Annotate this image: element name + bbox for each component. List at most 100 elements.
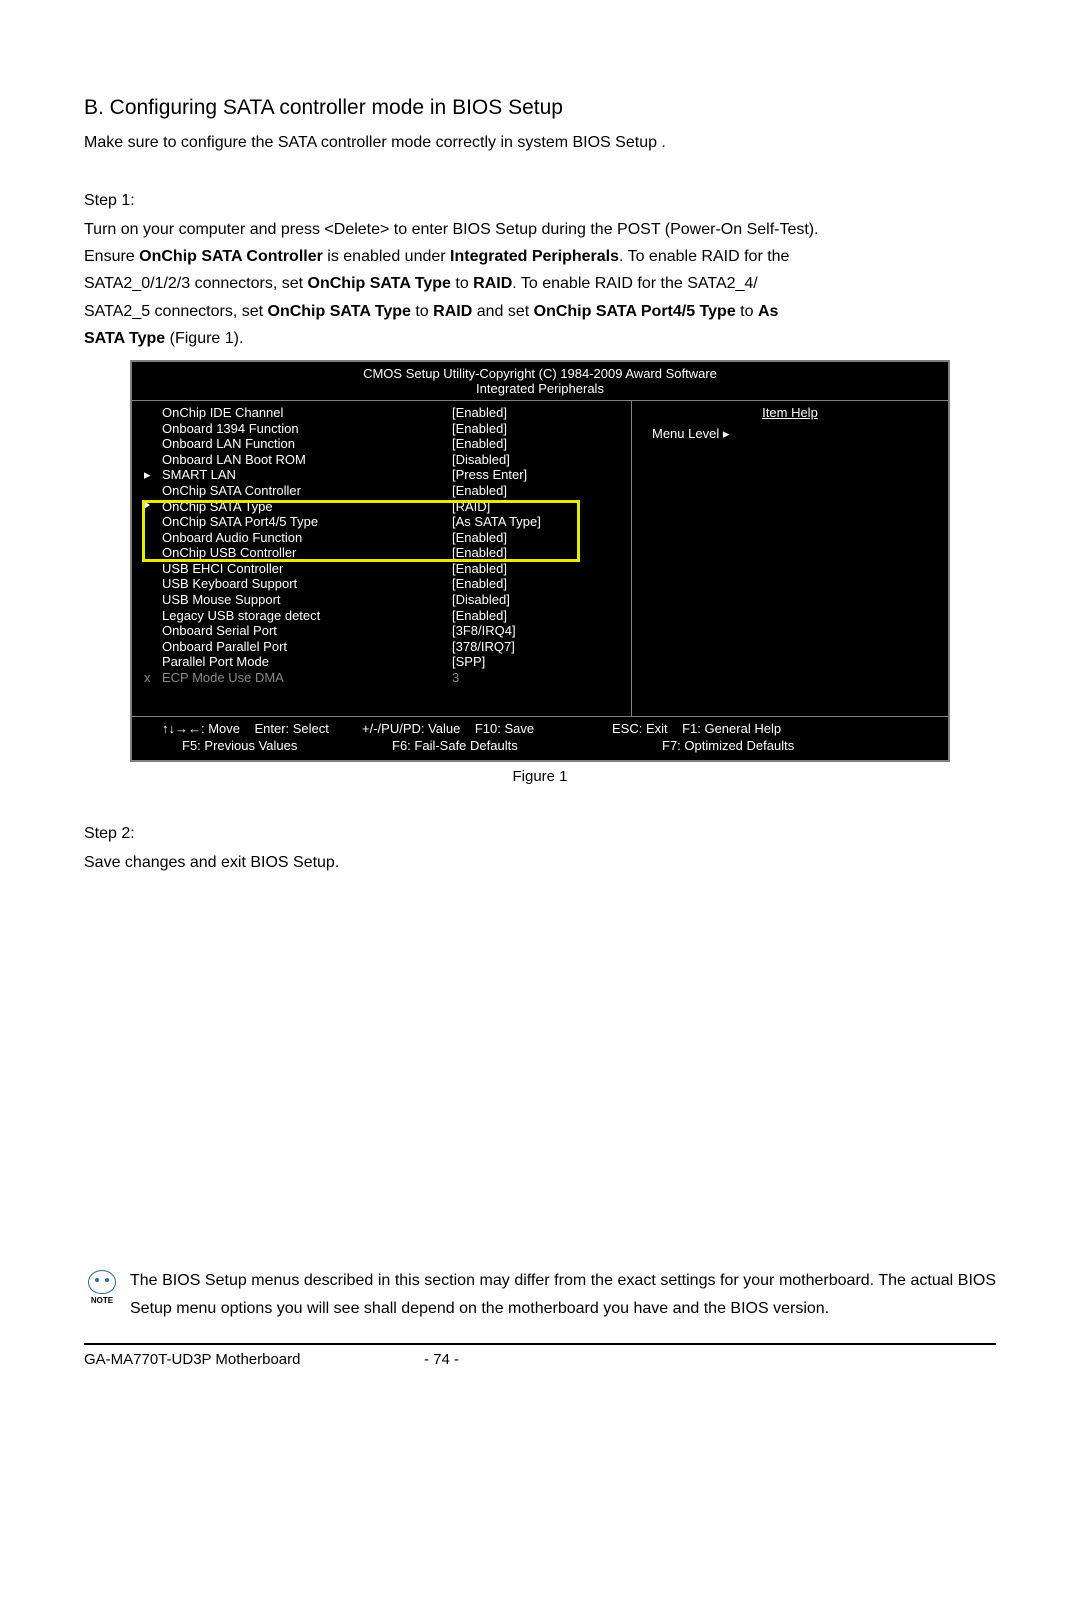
bios-row-value: [Enabled]: [452, 421, 619, 437]
bios-row-value: [Press Enter]: [452, 467, 619, 483]
bios-right-panel: Item Help Menu Level ▸: [632, 401, 948, 716]
step-2: Step 2: Save changes and exit BIOS Setup…: [84, 825, 996, 876]
bios-main: OnChip IDE Channel[Enabled]Onboard 1394 …: [132, 400, 948, 717]
chevron-right-icon: ▸: [723, 426, 730, 441]
bios-title: CMOS Setup Utility-Copyright (C) 1984-20…: [132, 362, 948, 381]
text: SATA2_0/1/2/3 connectors, set: [84, 275, 308, 292]
text: Turn on your computer and press <Delete>…: [84, 221, 819, 238]
step-1-label: Step 1:: [84, 192, 996, 210]
bios-row-value: [Enabled]: [452, 576, 619, 592]
footer-model: GA-MA770T-UD3P Motherboard: [84, 1351, 424, 1368]
footer-cell: ESC: Exit F1: General Help: [612, 721, 936, 738]
item-help-header: Item Help: [644, 405, 936, 424]
bios-row: Onboard 1394 Function[Enabled]: [162, 421, 619, 437]
bios-row-label: Onboard 1394 Function: [162, 421, 452, 437]
text: . To enable RAID for the SATA2_4/: [512, 275, 757, 292]
text: is enabled under: [323, 248, 450, 265]
bios-row-label: Parallel Port Mode: [162, 654, 452, 670]
step-2-body: Save changes and exit BIOS Setup.: [84, 849, 996, 876]
bios-footer: ↑↓→←: Move Enter: Select +/-/PU/PD: Valu…: [132, 717, 948, 761]
bios-row-label: OnChip IDE Channel: [162, 405, 452, 421]
bold-text: OnChip SATA Port4/5 Type: [534, 303, 736, 320]
footer-cell: +/-/PU/PD: Value F10: Save: [362, 721, 612, 738]
bios-row-value: [3F8/IRQ4]: [452, 623, 619, 639]
footer-cell: F7: Optimized Defaults: [612, 738, 936, 755]
text: to: [451, 275, 473, 292]
bios-left-panel: OnChip IDE Channel[Enabled]Onboard 1394 …: [132, 401, 632, 716]
bios-row: Onboard LAN Function[Enabled]: [162, 436, 619, 452]
text: SATA2_5 connectors, set: [84, 303, 268, 320]
section-title: B. Configuring SATA controller mode in B…: [84, 96, 996, 120]
bios-row-label: USB EHCI Controller: [162, 561, 452, 577]
bios-row-label: Legacy USB storage detect: [162, 608, 452, 624]
bios-row-value: [Enabled]: [452, 483, 619, 499]
bold-text: RAID: [433, 303, 472, 320]
bios-row-value: [Enabled]: [452, 561, 619, 577]
footer-cell: F5: Previous Values: [162, 738, 362, 755]
intro-text: Make sure to configure the SATA controll…: [84, 134, 996, 152]
bold-text: OnChip SATA Controller: [139, 248, 323, 265]
text: . To enable RAID for the: [619, 248, 789, 265]
bios-row-value: 3: [452, 670, 619, 686]
bios-screenshot: CMOS Setup Utility-Copyright (C) 1984-20…: [130, 360, 950, 762]
bios-subtitle: Integrated Peripherals: [132, 381, 948, 400]
bios-row-label: OnChip SATA Controller: [162, 483, 452, 499]
bold-text: Integrated Peripherals: [450, 248, 619, 265]
bios-row: Onboard Parallel Port[378/IRQ7]: [162, 639, 619, 655]
bios-row: OnChip IDE Channel[Enabled]: [162, 405, 619, 421]
text: (Figure 1).: [165, 330, 243, 347]
bold-text: OnChip SATA Type: [268, 303, 411, 320]
bios-row: Legacy USB storage detect[Enabled]: [162, 608, 619, 624]
page-footer: GA-MA770T-UD3P Motherboard - 74 -: [84, 1351, 996, 1368]
figure-caption: Figure 1: [84, 768, 996, 785]
bios-row: Onboard LAN Boot ROM[Disabled]: [162, 452, 619, 468]
text: and set: [472, 303, 533, 320]
bios-row: ▸SMART LAN[Press Enter]: [162, 467, 619, 483]
footer-rule: [84, 1343, 996, 1345]
bios-row-label: USB Keyboard Support: [162, 576, 452, 592]
footer-cell: ↑↓→←: Move Enter: Select: [162, 721, 362, 738]
bios-footer-row: F5: Previous Values F6: Fail-Safe Defaul…: [162, 738, 936, 755]
text: to: [736, 303, 758, 320]
bold-text: As: [758, 303, 778, 320]
bios-row-value: [Enabled]: [452, 608, 619, 624]
bios-row-value: [Disabled]: [452, 592, 619, 608]
text: Menu Level: [652, 426, 719, 441]
bios-row-label: Onboard Serial Port: [162, 623, 452, 639]
bios-row-value: [Enabled]: [452, 405, 619, 421]
bold-text: OnChip SATA Type: [308, 275, 451, 292]
bios-row-label: xECP Mode Use DMA: [162, 670, 452, 686]
step-2-label: Step 2:: [84, 825, 996, 843]
note-block: NOTE The BIOS Setup menus described in t…: [84, 1267, 996, 1323]
bios-row-value: [Enabled]: [452, 436, 619, 452]
note-text: The BIOS Setup menus described in this s…: [130, 1267, 996, 1323]
bios-row: xECP Mode Use DMA3: [162, 670, 619, 686]
footer-cell: F6: Fail-Safe Defaults: [362, 738, 612, 755]
bios-row-label: ▸SMART LAN: [162, 467, 452, 483]
highlight-box: [142, 500, 580, 562]
text: Ensure: [84, 248, 139, 265]
footer-page-number: - 74 -: [424, 1351, 504, 1368]
bios-row-label: Onboard LAN Function: [162, 436, 452, 452]
bios-row: USB EHCI Controller[Enabled]: [162, 561, 619, 577]
step-1: Step 1: Turn on your computer and press …: [84, 192, 996, 352]
bold-text: SATA Type: [84, 330, 165, 347]
bios-row: Onboard Serial Port[3F8/IRQ4]: [162, 623, 619, 639]
note-icon-label: NOTE: [91, 1296, 113, 1305]
bios-row-label: Onboard LAN Boot ROM: [162, 452, 452, 468]
bios-row: USB Keyboard Support[Enabled]: [162, 576, 619, 592]
bios-row-label: USB Mouse Support: [162, 592, 452, 608]
bios-row: USB Mouse Support[Disabled]: [162, 592, 619, 608]
menu-level: Menu Level ▸: [644, 424, 936, 442]
bios-row-value: [378/IRQ7]: [452, 639, 619, 655]
bios-row-value: [SPP]: [452, 654, 619, 670]
bios-footer-row: ↑↓→←: Move Enter: Select +/-/PU/PD: Valu…: [162, 721, 936, 738]
document-page: B. Configuring SATA controller mode in B…: [0, 0, 1080, 1408]
bios-row: Parallel Port Mode[SPP]: [162, 654, 619, 670]
bios-row-value: [Disabled]: [452, 452, 619, 468]
text: to: [411, 303, 433, 320]
bios-row-label: Onboard Parallel Port: [162, 639, 452, 655]
bold-text: RAID: [473, 275, 512, 292]
step-1-body: Turn on your computer and press <Delete>…: [84, 216, 996, 352]
bios-row: OnChip SATA Controller[Enabled]: [162, 483, 619, 499]
